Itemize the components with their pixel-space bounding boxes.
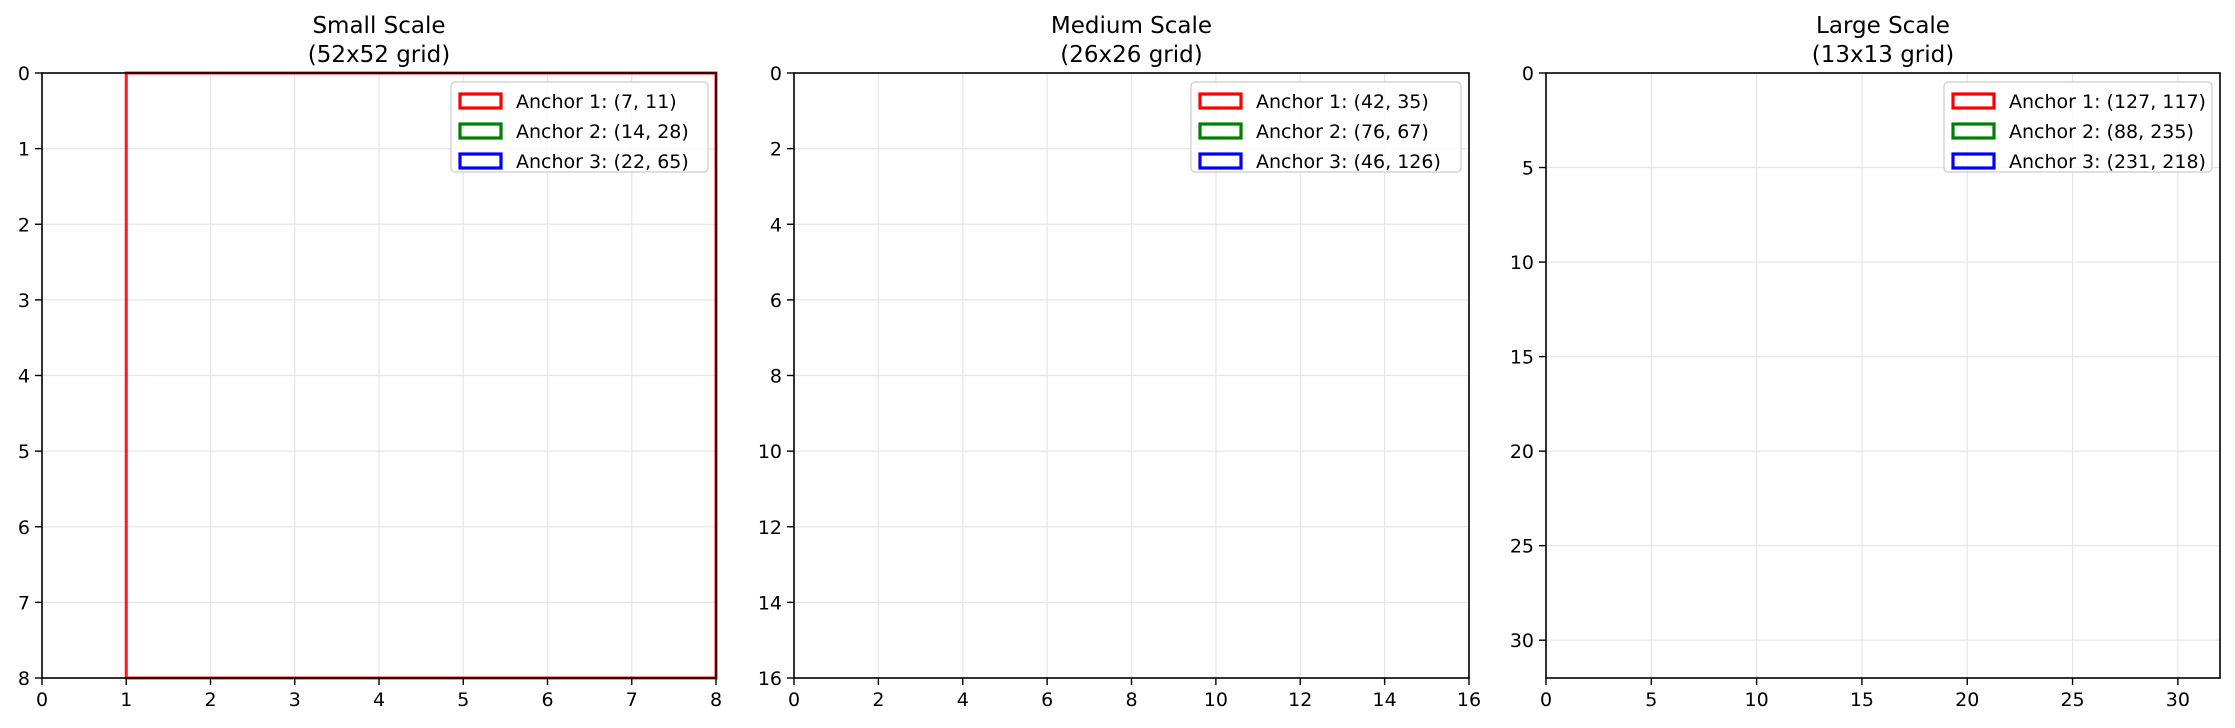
y-tick-label: 25 [1510, 536, 1534, 558]
y-tick-label: 16 [758, 668, 782, 690]
legend-swatch-1 [1198, 92, 1243, 110]
panel-medium-scale: Medium Scale (26x26 grid) 0 2 4 6 8 10 12 14 16 0… [758, 13, 1481, 711]
panel-title: Large Scale [1816, 13, 1950, 39]
y-tick-label: 8 [18, 668, 30, 690]
axes-frame [1545, 72, 2221, 679]
y-tick-label: 30 [1510, 630, 1534, 652]
legend-swatch-3 [1198, 152, 1243, 170]
legend-label-3: Anchor 3: (231, 218) [2009, 151, 2206, 173]
y-tick-label: 0 [770, 63, 782, 85]
x-tick-label: 10 [1204, 689, 1228, 711]
legend-label-1: Anchor 1: (127, 117) [2009, 91, 2206, 113]
y-tick-label: 8 [770, 366, 782, 388]
x-tick-label: 6 [1041, 689, 1053, 711]
x-tick-label: 0 [788, 689, 800, 711]
legend-label-1: Anchor 1: (42, 35) [1256, 91, 1429, 113]
x-tick-label: 0 [36, 689, 48, 711]
y-tick-label: 14 [758, 592, 782, 614]
panel-large-scale: Large Scale (13x13 grid) 0 5 10 15 20 25 30 0 5 1… [1510, 13, 2221, 711]
x-tick-label: 6 [541, 689, 553, 711]
y-tick-label: 4 [18, 366, 30, 388]
panel-subtitle: (26x26 grid) [1060, 42, 1202, 68]
y-tick-label: 0 [18, 63, 30, 85]
y-tick-label: 7 [18, 592, 30, 614]
y-tick-label: 1 [18, 139, 30, 161]
y-tick-label: 5 [1522, 158, 1534, 180]
x-tick-label: 7 [626, 689, 638, 711]
panel-subtitle: (13x13 grid) [1812, 42, 1954, 68]
panel-subtitle: (52x52 grid) [308, 42, 450, 68]
panel-title: Medium Scale [1051, 13, 1212, 39]
x-tick-label: 2 [204, 689, 216, 711]
y-tick-label: 4 [770, 214, 782, 236]
y-tick-label: 6 [18, 517, 30, 539]
legend-swatch-2 [458, 122, 503, 140]
x-tick-label: 25 [2060, 689, 2084, 711]
y-tick-label: 20 [1510, 441, 1534, 463]
legend-swatch-1 [1951, 92, 1996, 110]
y-tick-label: 12 [758, 517, 782, 539]
y-tick-label: 10 [1510, 252, 1534, 274]
y-tick-label: 3 [18, 290, 30, 312]
x-tick-label: 8 [710, 689, 722, 711]
x-tick-label: 5 [457, 689, 469, 711]
x-tick-label: 10 [1745, 689, 1769, 711]
legend-label-1: Anchor 1: (7, 11) [516, 91, 677, 113]
legend-swatch-3 [1951, 152, 1996, 170]
legend-swatch-1 [458, 92, 503, 110]
legend-swatch-3 [458, 152, 503, 170]
x-tick-label: 16 [1457, 689, 1481, 711]
legend-frame [1190, 81, 1462, 173]
x-tick-label: 8 [1125, 689, 1137, 711]
legend-label-2: Anchor 2: (14, 28) [516, 121, 689, 143]
panel-small-scale: Small Scale (52x52 grid) 0 1 2 3 4 5 6 7 8012345… [18, 13, 722, 711]
legend-swatch-2 [1198, 122, 1243, 140]
legend-label-3: Anchor 3: (22, 65) [516, 151, 689, 173]
x-tick-label: 20 [1955, 689, 1979, 711]
x-tick-label: 0 [1540, 689, 1552, 711]
x-tick-label: 4 [957, 689, 969, 711]
x-tick-label: 2 [872, 689, 884, 711]
panel-title: Small Scale [312, 13, 445, 39]
legend-swatch-2 [1951, 122, 1996, 140]
x-tick-label: 30 [2166, 689, 2190, 711]
legend-label-2: Anchor 2: (88, 235) [2009, 121, 2194, 143]
y-tick-label: 15 [1510, 347, 1534, 369]
x-tick-label: 1 [120, 689, 132, 711]
x-tick-label: 4 [373, 689, 385, 711]
y-tick-label: 2 [770, 139, 782, 161]
y-tick-label: 6 [770, 290, 782, 312]
x-tick-label: 15 [1850, 689, 1874, 711]
y-tick-label: 5 [18, 441, 30, 463]
y-tick-label: 0 [1522, 63, 1534, 85]
legend-frame [450, 81, 709, 173]
x-tick-label: 3 [289, 689, 301, 711]
x-tick-label: 5 [1645, 689, 1657, 711]
y-tick-label: 10 [758, 441, 782, 463]
legend-label-2: Anchor 2: (76, 67) [1256, 121, 1429, 143]
x-tick-label: 14 [1373, 689, 1397, 711]
x-tick-label: 12 [1288, 689, 1312, 711]
y-tick-label: 2 [18, 214, 30, 236]
legend-label-3: Anchor 3: (46, 126) [1256, 151, 1441, 173]
legend-frame [1943, 81, 2213, 173]
